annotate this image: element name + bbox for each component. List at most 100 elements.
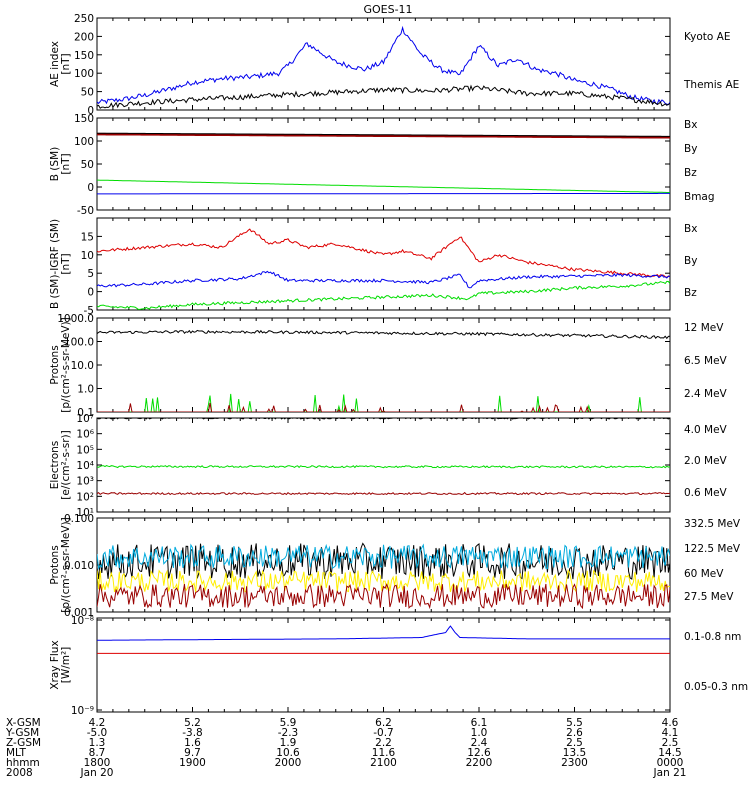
series-bz	[97, 132, 670, 139]
y-tick-label: 250	[74, 13, 94, 25]
y-tick-label: 1.0	[77, 384, 94, 396]
x-axis-value: 9.7	[184, 747, 201, 759]
x-axis-value: 2300	[561, 757, 588, 769]
series-bmag	[97, 132, 670, 137]
y-tick-label: 15	[81, 231, 94, 243]
panel-ae: 0 50 100 150 200 250 AE index[nT] Kyoto AE Themi…	[49, 13, 739, 117]
series-bx	[97, 192, 670, 195]
y-axis-title: AE index[nT]	[49, 41, 72, 87]
y-tick-label: 5	[87, 268, 94, 280]
series-group	[97, 228, 670, 310]
series-by	[97, 179, 670, 193]
x-axis-value: 2000	[275, 757, 302, 769]
x-axis-value: 5.9	[280, 717, 297, 729]
y-tick-label: 10.0	[71, 360, 94, 372]
series-4-0-mev	[97, 491, 670, 496]
series-60-mev	[97, 543, 670, 570]
legend-4-0-mev: 4.0 MeV	[684, 424, 728, 436]
legend-bz: Bz	[684, 287, 697, 299]
x-axis-value: 2.5	[566, 737, 583, 749]
y-tick-label: -50	[77, 205, 94, 217]
x-axis-value: 4.2	[89, 717, 106, 729]
x-axis-value: Jan 20	[80, 767, 114, 779]
series-group	[97, 132, 670, 195]
series-2-0-mev	[97, 465, 670, 469]
y-tick-label: 100	[74, 136, 94, 148]
series-bx	[97, 270, 670, 289]
series-12-mev	[97, 402, 670, 412]
y-tick-label: 150	[74, 113, 94, 125]
y-axis-unit-line: [W/m²]	[60, 647, 72, 684]
series-bz	[97, 228, 670, 278]
legend-12-mev: 12 MeV	[684, 322, 724, 334]
x-axis-value: 4.1	[662, 727, 679, 739]
series-group	[97, 329, 670, 412]
panel-frame	[96, 617, 671, 713]
y-tick-label: 10⁷	[76, 413, 94, 425]
y-axis-unit-line: [e/(cm²-s-sr)]	[60, 430, 72, 499]
legend-bx: Bx	[684, 119, 697, 131]
y-axis-title: Electrons[e/(cm²-s-sr)]	[49, 430, 72, 499]
y-tick-label: 200	[74, 31, 94, 43]
x-axis-value: 13.5	[563, 747, 586, 759]
y-tick-label: 10²	[76, 491, 94, 503]
y-tick-label: 0.010	[64, 560, 94, 572]
panel-protons_low: 0.11.010.0100.01000.0Protons[p/(cm²-s-sr…	[49, 313, 728, 419]
y-tick-label: 10⁻⁸	[71, 615, 94, 627]
y-tick-label: 10⁶	[76, 429, 94, 441]
y-tick-label: 10⁴	[76, 460, 94, 472]
y-tick-label: 10⁻⁹	[71, 705, 94, 717]
x-axis-value: -2.3	[278, 727, 299, 739]
x-axis-value: 2.6	[566, 727, 583, 739]
y-axis-title-line: B (SM)	[49, 147, 61, 181]
x-axis-value: 1.9	[280, 737, 297, 749]
legend-themis-ae: Themis AE	[683, 79, 739, 91]
y-tick-label: 0	[87, 182, 94, 194]
y-axis-title-line: Protons	[49, 545, 61, 584]
x-axis-value: -5.0	[87, 727, 108, 739]
series-332-5-mev	[97, 583, 670, 610]
y-tick-label: 10⁵	[76, 444, 94, 456]
legend-kyoto-ae: Kyoto AE	[684, 31, 730, 43]
series-group	[97, 625, 670, 654]
x-axis-value: 8.7	[89, 747, 106, 759]
y-tick-label: -5	[84, 305, 94, 317]
y-axis-title-line: AE index	[49, 41, 61, 87]
y-tick-label: 0.1	[77, 407, 94, 419]
y-tick-label: 150	[74, 50, 94, 62]
x-axis-value: 2200	[466, 757, 493, 769]
legend-2-0-mev: 2.0 MeV	[684, 455, 728, 467]
series-0-1-0-8-nm	[97, 625, 670, 641]
x-axis-value: 6.2	[375, 717, 392, 729]
x-axis-value: 6.1	[471, 717, 488, 729]
x-axis-value: 1800	[84, 757, 111, 769]
legend-6-5-mev: 6.5 MeV	[684, 355, 728, 367]
series-0-6-mev	[97, 418, 670, 420]
x-axis-value: 2100	[370, 757, 397, 769]
x-axis-value: 1.0	[471, 727, 488, 739]
x-axis-row-label: Z-GSM	[6, 737, 41, 749]
y-tick-label: 0.001	[64, 607, 94, 619]
y-axis-title: B (SM)[nT]	[49, 147, 72, 181]
series-by	[97, 280, 670, 310]
legend-60-mev: 60 MeV	[684, 568, 724, 580]
x-axis-row-label: Y-GSM	[5, 727, 39, 739]
legend-bmag: Bmag	[684, 191, 715, 203]
series-group	[97, 25, 670, 109]
legend-122-5-mev: 122.5 MeV	[684, 543, 741, 555]
legend-332-5-mev: 332.5 MeV	[684, 518, 741, 530]
x-axis-row-label: X-GSM	[6, 717, 41, 729]
y-tick-label: 0	[87, 105, 94, 117]
y-axis-unit-line: [p/(cm²-s-sr-MeV)]	[60, 317, 72, 412]
y-tick-label: 10³	[76, 476, 94, 488]
y-axis-title-line: Protons	[49, 345, 61, 384]
legend-0-1-0-8-nm: 0.1-0.8 nm	[684, 631, 741, 643]
y-axis-title: Xray Flux[W/m²]	[49, 640, 72, 689]
panel-bdiff: -5 0 5 10 15 B (SM)-IGRF (SM)[nT] Bx By Bz	[49, 217, 697, 317]
x-axis-row-label: MLT	[6, 747, 26, 759]
y-axis-unit-line: [nT]	[60, 253, 72, 274]
series-group	[97, 542, 670, 610]
panel-xray: 10⁻⁹ 10⁻⁸ Xray Flux[W/m²] 0.1-0.8 nm 0.05-0.…	[49, 615, 748, 717]
y-tick-label: 10¹	[76, 507, 94, 519]
